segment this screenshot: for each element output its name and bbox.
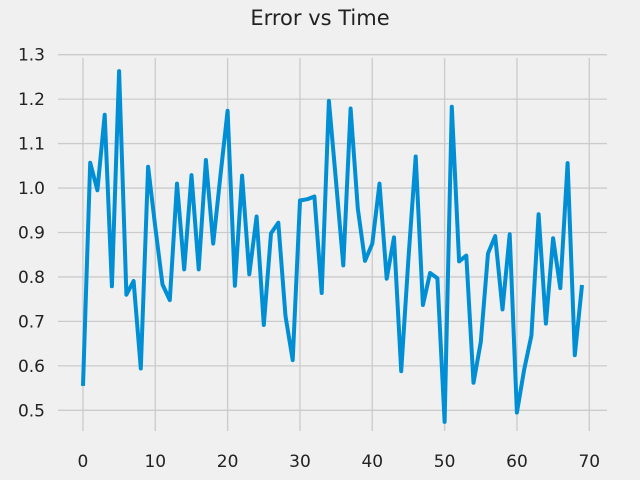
y-tick-label: 0.7 <box>18 312 45 332</box>
y-tick-label: 1.2 <box>18 90 45 110</box>
y-tick-label: 0.6 <box>18 357 45 377</box>
x-tick-label: 10 <box>144 452 166 472</box>
x-axis-tick-labels: 0 10 20 30 40 50 60 70 <box>78 452 601 472</box>
x-tick-label: 40 <box>361 452 383 472</box>
y-tick-label: 1.3 <box>18 46 45 66</box>
x-tick-label: 50 <box>434 452 456 472</box>
x-tick-label: 70 <box>578 452 600 472</box>
chart-title: Error vs Time <box>250 6 390 30</box>
series-line <box>81 69 584 424</box>
x-tick-label: 20 <box>217 452 239 472</box>
y-axis-tick-labels: 0.5 0.6 0.7 0.8 0.9 1.0 1.1 1.2 1.3 <box>18 46 45 422</box>
x-tick-label: 0 <box>78 452 89 472</box>
x-tick-label: 30 <box>289 452 311 472</box>
y-tick-label: 0.8 <box>18 268 45 288</box>
y-tick-label: 0.5 <box>18 401 45 421</box>
y-tick-label: 1.1 <box>18 135 45 155</box>
series-layer <box>81 69 584 424</box>
y-tick-label: 0.9 <box>18 223 45 243</box>
y-tick-label: 1.0 <box>18 179 45 199</box>
x-tick-label: 60 <box>506 452 528 472</box>
